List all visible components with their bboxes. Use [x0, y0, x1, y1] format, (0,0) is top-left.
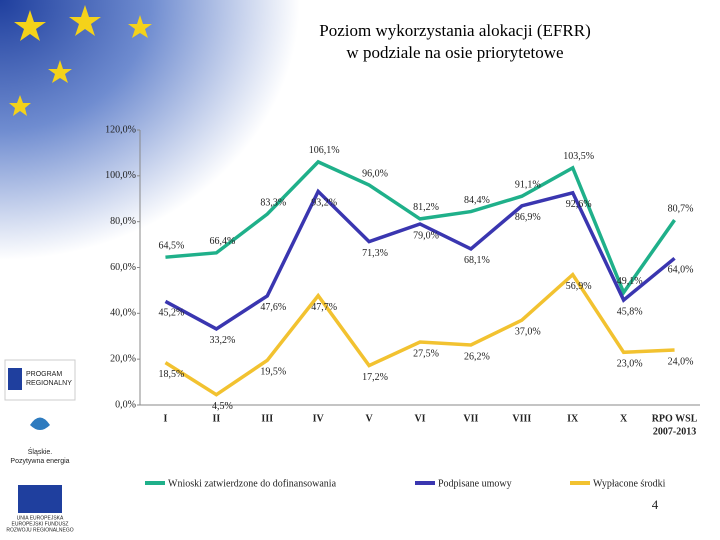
y-tick-label: 120,0%	[105, 124, 136, 135]
data-label: 64,5%	[159, 240, 185, 251]
data-label: 49,1%	[617, 276, 643, 287]
data-label: 17,2%	[362, 372, 388, 383]
data-label: 80,7%	[668, 203, 694, 214]
x-tick-label: VIII	[512, 413, 531, 424]
x-tick-label: VI	[414, 413, 425, 424]
data-label: 91,1%	[515, 180, 541, 191]
data-label: 45,8%	[617, 306, 643, 317]
logos: PROGRAM REGIONALNY Śląskie. Pozytywna en…	[4, 359, 76, 533]
y-tick-label: 80,0%	[110, 216, 136, 227]
series-line	[164, 271, 675, 397]
data-label: 64,0%	[668, 265, 694, 276]
data-label: 47,7%	[311, 302, 337, 313]
y-tick-label: 60,0%	[110, 262, 136, 273]
logo-text: ROZWOJU REGIONALNEGO	[6, 527, 73, 533]
x-tick-label: II	[212, 413, 220, 424]
data-label: 93,2%	[311, 198, 337, 209]
data-label: 18,5%	[159, 369, 185, 380]
data-label: 23,0%	[617, 359, 643, 370]
logo-text: Pozytywna energia	[10, 458, 69, 465]
x-tick-label: RPO WSL	[652, 413, 698, 424]
data-label: 106,1%	[309, 145, 340, 156]
data-label: 71,3%	[362, 248, 388, 259]
x-tick-label: VII	[463, 413, 478, 424]
logo-text: EUROPEJSKI FUNDUSZ	[12, 521, 69, 527]
y-tick-label: 20,0%	[110, 353, 136, 364]
data-label: 26,2%	[464, 351, 490, 362]
data-label: 37,0%	[515, 327, 541, 338]
stars	[9, 5, 152, 116]
eu-flag	[18, 485, 62, 513]
logo-text: Śląskie.	[28, 447, 53, 456]
data-label: 92,6%	[566, 199, 592, 210]
data-label: 66,4%	[209, 236, 235, 247]
legend-label: Podpisane umowy	[438, 478, 512, 489]
x-tick-label: III	[261, 413, 273, 424]
data-label: 96,0%	[362, 168, 388, 179]
data-label: 19,5%	[260, 367, 286, 378]
series-line	[165, 159, 676, 297]
data-label: 79,0%	[413, 230, 439, 241]
data-label: 27,5%	[413, 348, 439, 359]
data-label: 81,2%	[413, 202, 439, 213]
y-tick-label: 0,0%	[115, 399, 136, 410]
y-tick-label: 40,0%	[110, 308, 136, 319]
data-label: 24,0%	[668, 356, 694, 367]
logo-text: REGIONALNY	[26, 380, 72, 387]
legend-label: Wnioski zatwierdzone do dofinansowania	[168, 478, 337, 489]
y-tick-label: 100,0%	[105, 170, 136, 181]
data-label: 33,2%	[209, 335, 235, 346]
data-label: 68,1%	[464, 255, 490, 266]
x-tick-label: 2007-2013	[653, 426, 696, 437]
page-number: 4	[652, 497, 659, 512]
logo-icon	[8, 368, 22, 390]
logo-text: PROGRAM	[26, 371, 62, 378]
data-label: 4,5%	[212, 401, 233, 412]
chart-title: w podziale na osie priorytetowe	[346, 43, 563, 62]
x-tick-label: IV	[313, 413, 325, 424]
data-label: 83,3%	[260, 197, 286, 208]
x-tick-label: V	[365, 413, 373, 424]
x-tick-label: X	[620, 413, 628, 424]
data-label: 103,5%	[563, 151, 594, 162]
logo-text: UNIA EUROPEJSKA	[17, 515, 64, 521]
data-label: 84,4%	[464, 195, 490, 206]
eu-corner	[0, 0, 300, 260]
x-tick-label: I	[164, 413, 168, 424]
data-label: 56,9%	[566, 281, 592, 292]
data-label: 47,6%	[260, 302, 286, 313]
chart-title: Poziom wykorzystania alokacji (EFRR)	[319, 21, 590, 40]
data-label: 86,9%	[515, 212, 541, 223]
series-line	[164, 188, 676, 331]
legend-label: Wypłacone środki	[593, 478, 666, 489]
x-tick-label: IX	[567, 413, 579, 424]
data-label: 45,2%	[159, 308, 185, 319]
logo-icon	[30, 417, 50, 430]
